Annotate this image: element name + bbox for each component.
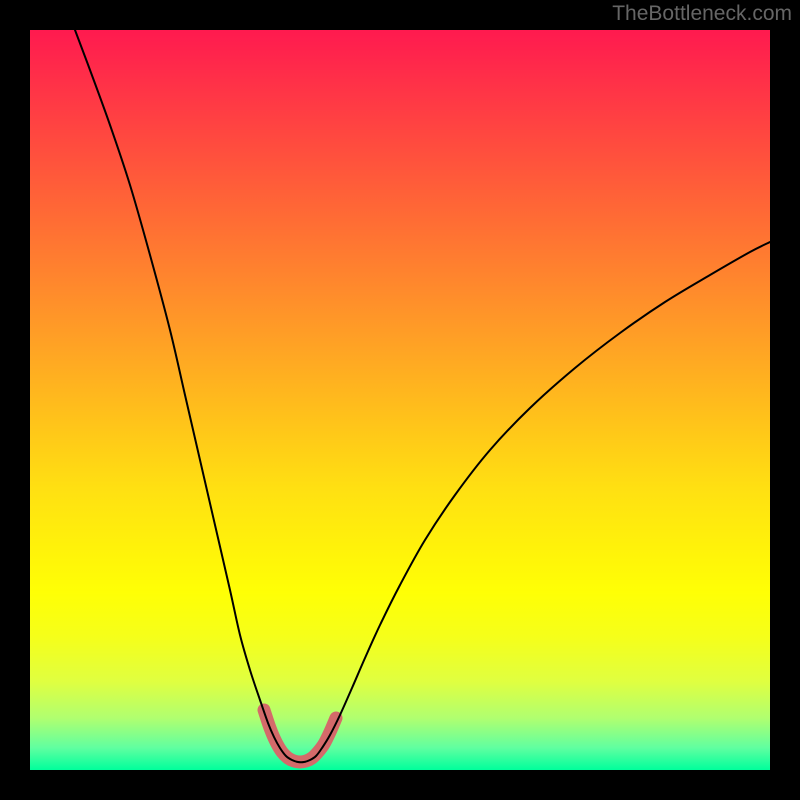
chart-highlight-v [264, 710, 336, 762]
chart-plot-area [30, 30, 770, 770]
chart-main-curve [75, 30, 770, 762]
chart-curves [30, 30, 770, 770]
watermark-text: TheBottleneck.com [612, 0, 800, 26]
